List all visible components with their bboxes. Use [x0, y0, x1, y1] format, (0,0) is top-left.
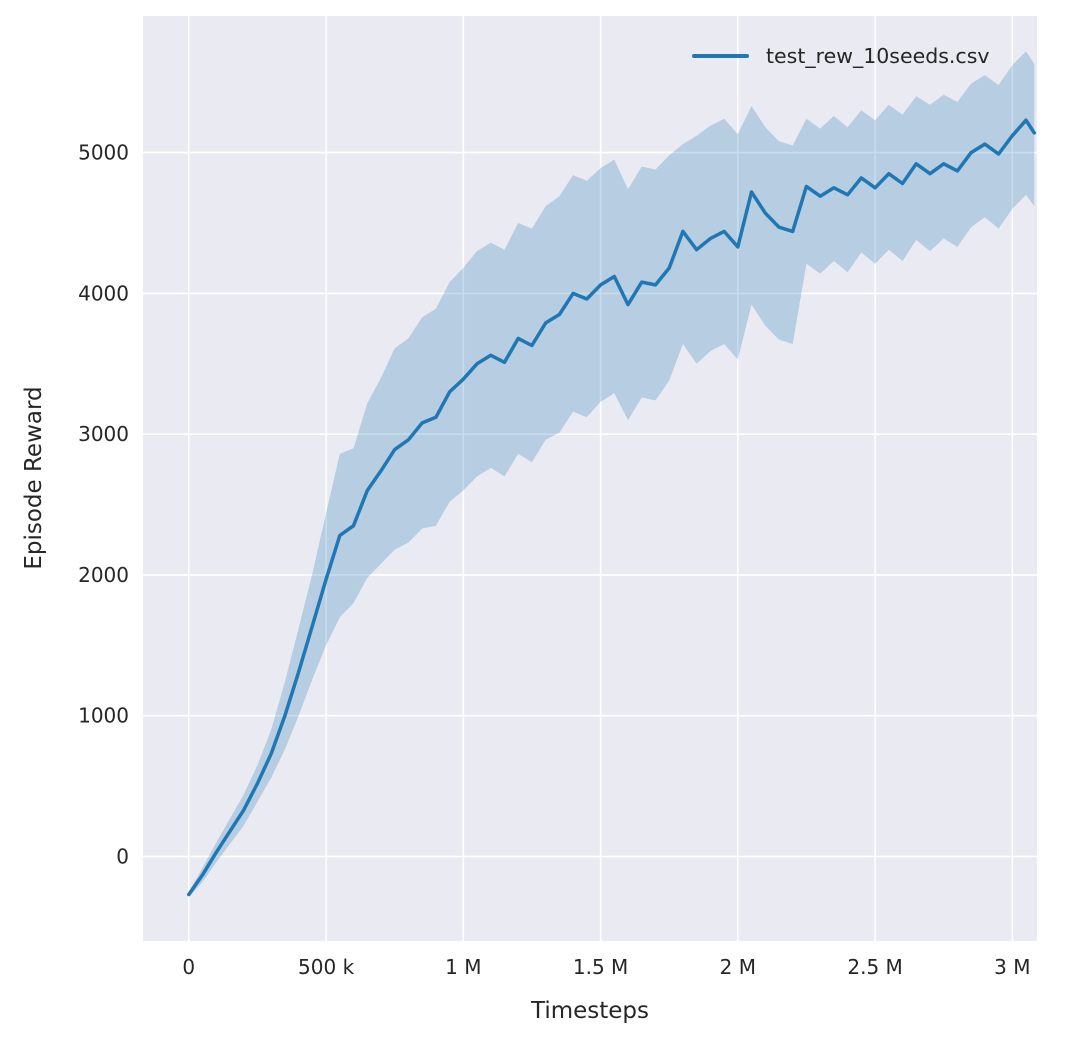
svg-text:0: 0 [182, 955, 195, 979]
svg-text:1000: 1000 [78, 704, 129, 728]
svg-text:0: 0 [116, 845, 129, 869]
svg-text:2 M: 2 M [720, 955, 756, 979]
svg-text:500 k: 500 k [298, 955, 355, 979]
svg-text:2.5 M: 2.5 M [847, 955, 902, 979]
legend-label: test_rew_10seeds.csv [766, 44, 990, 68]
svg-text:1 M: 1 M [445, 955, 481, 979]
svg-text:2000: 2000 [78, 563, 129, 587]
svg-text:1.5 M: 1.5 M [573, 955, 628, 979]
legend: test_rew_10seeds.csv [692, 44, 990, 68]
svg-text:3 M: 3 M [994, 955, 1030, 979]
svg-text:3000: 3000 [78, 422, 129, 446]
svg-text:5000: 5000 [78, 141, 129, 165]
y-axis-label: Episode Reward [21, 386, 47, 570]
x-axis-label: Timesteps [530, 998, 650, 1024]
svg-text:4000: 4000 [78, 281, 129, 305]
legend-line-swatch [692, 54, 749, 58]
